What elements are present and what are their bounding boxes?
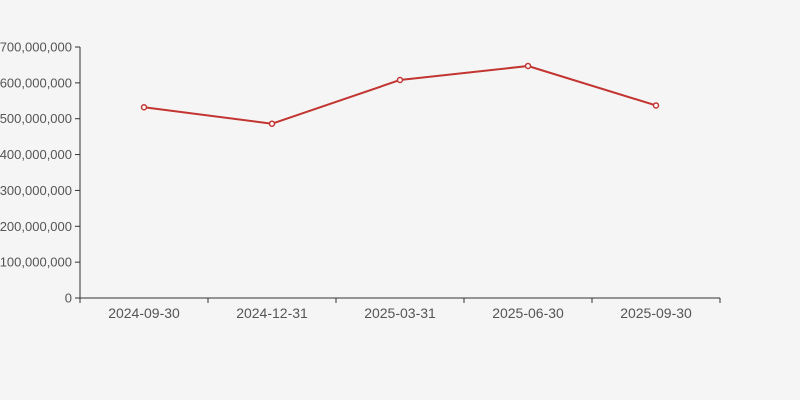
x-axis-tick-label: 2025-03-31 [364,305,436,321]
y-axis-tick-label: 700,000,000 [0,40,72,55]
x-axis-tick-label: 2024-09-30 [108,305,180,321]
y-axis-tick-label: 300,000,000 [0,183,72,198]
x-axis-tick-label: 2025-06-30 [492,305,564,321]
y-axis-tick-label: 500,000,000 [0,111,72,126]
data-point-marker[interactable] [268,120,276,127]
y-axis-tick-label: 0 [65,291,72,306]
y-axis-tick-label: 600,000,000 [0,75,72,90]
x-axis-tick-label: 2024-12-31 [236,305,308,321]
y-axis-tick-label: 200,000,000 [0,219,72,234]
data-point-marker[interactable] [524,62,532,70]
data-point-marker[interactable] [652,102,660,109]
data-point-marker[interactable] [140,103,148,111]
series-line [143,65,657,125]
y-axis-tick-label: 100,000,000 [0,255,72,270]
data-point-marker[interactable] [396,76,404,84]
x-axis-tick-label: 2025-09-30 [620,305,692,321]
y-axis-tick-label: 400,000,000 [0,147,72,162]
